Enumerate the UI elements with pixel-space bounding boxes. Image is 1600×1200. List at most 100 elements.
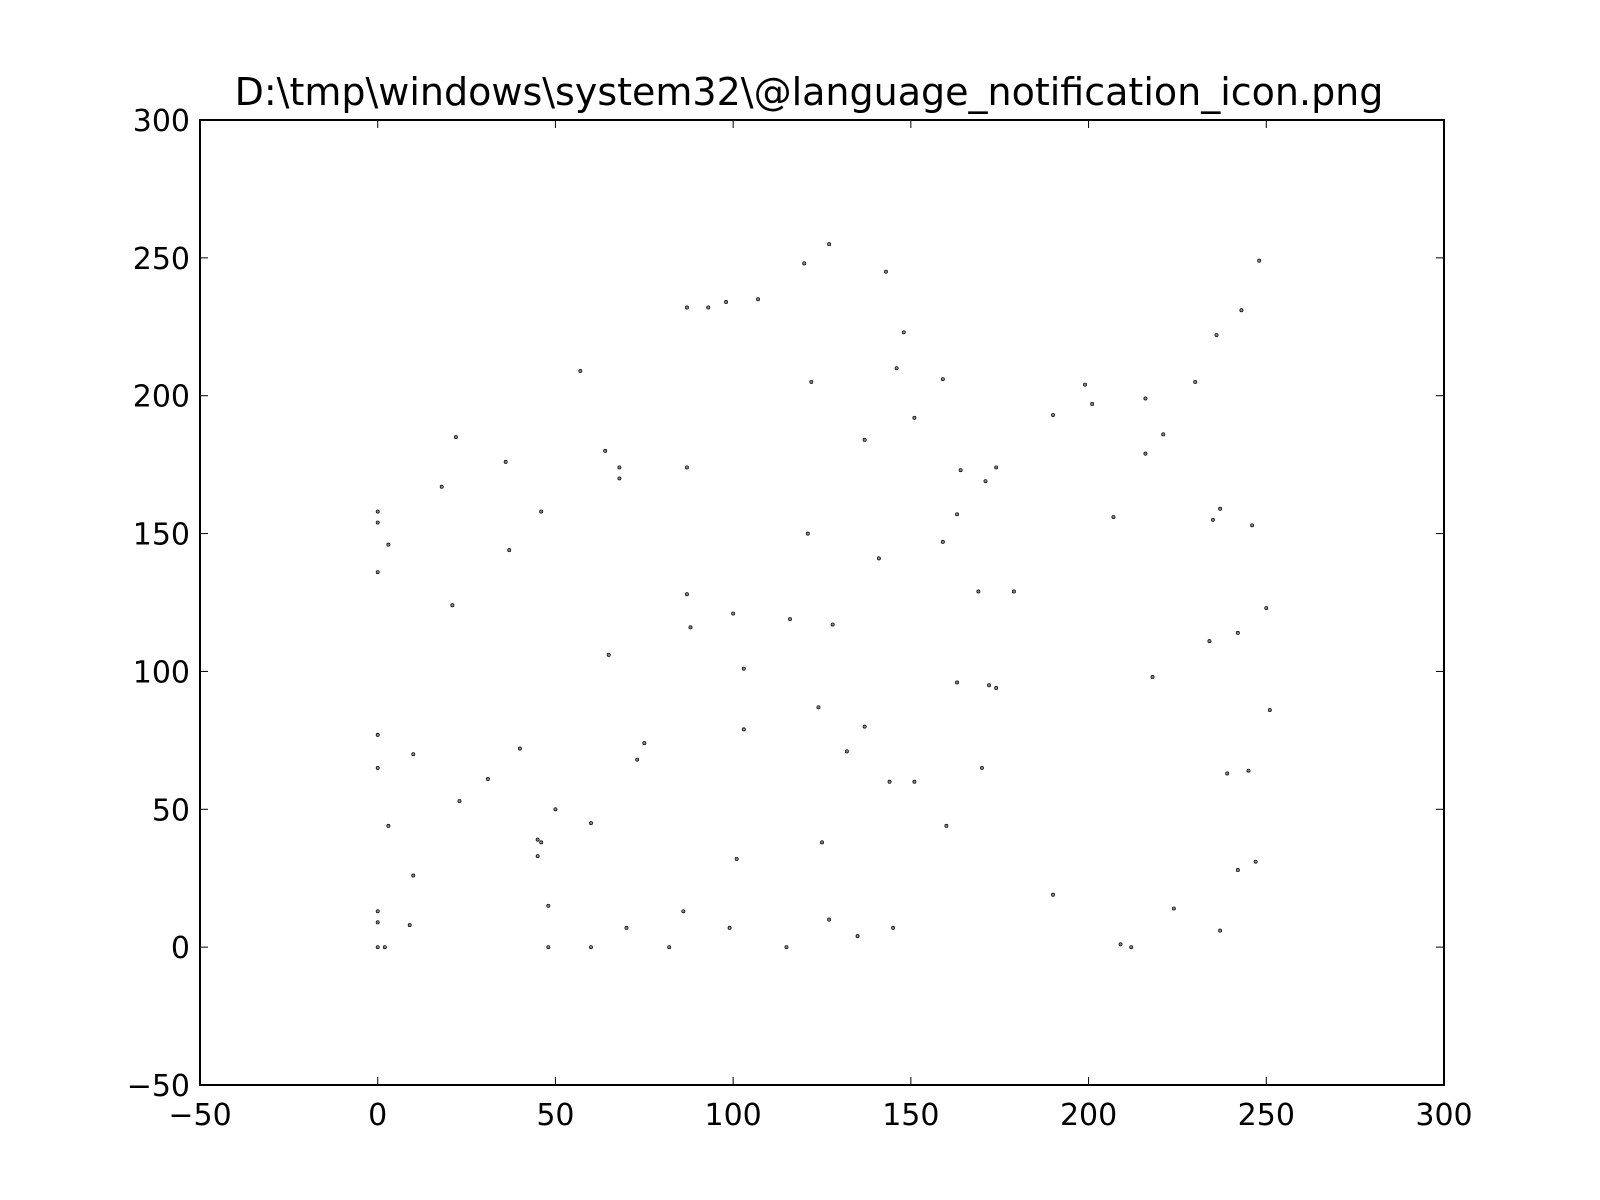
data-point (1218, 506, 1223, 511)
data-point (617, 465, 622, 470)
data-point (503, 459, 508, 464)
data-point (1235, 867, 1240, 872)
data-point (375, 945, 380, 950)
data-points (375, 242, 1272, 950)
data-point (1235, 630, 1240, 635)
data-point (944, 823, 949, 828)
data-point (955, 680, 960, 685)
data-point (741, 727, 746, 732)
data-point (375, 909, 380, 914)
data-point (940, 377, 945, 382)
data-point (756, 297, 760, 302)
data-point (805, 531, 810, 536)
data-point (1051, 413, 1055, 417)
data-point (617, 476, 622, 481)
data-point (809, 379, 814, 384)
data-point (684, 305, 689, 310)
data-point (1129, 945, 1134, 950)
data-point (876, 556, 881, 561)
data-point (884, 269, 888, 274)
x-tick-label: 50 (536, 1098, 574, 1133)
data-point (1111, 515, 1116, 519)
data-point (727, 925, 732, 930)
data-point (1171, 906, 1176, 911)
data-point (724, 300, 728, 304)
data-point (894, 366, 899, 371)
data-point (1250, 523, 1255, 528)
y-tick-label: 50 (152, 793, 190, 828)
data-point (788, 617, 792, 621)
data-point (802, 261, 807, 266)
data-point (912, 779, 917, 784)
data-point (1011, 589, 1016, 594)
data-point (457, 799, 462, 803)
data-point (439, 484, 444, 489)
data-point (1264, 606, 1269, 610)
data-point (1150, 674, 1155, 679)
data-point (1143, 451, 1148, 456)
data-point (1161, 432, 1166, 437)
data-point (411, 752, 416, 757)
data-point (976, 589, 981, 594)
data-point (407, 923, 412, 928)
data-point (578, 368, 583, 373)
data-point (1225, 771, 1230, 776)
data-point (375, 765, 380, 770)
y-tick-label: 150 (133, 518, 190, 553)
x-tick-label: 200 (1060, 1098, 1117, 1133)
data-point (624, 925, 629, 930)
data-point (983, 479, 988, 484)
data-point (1257, 258, 1262, 263)
data-point (901, 330, 906, 335)
data-point (517, 746, 522, 751)
data-point (667, 945, 672, 950)
data-point (1211, 517, 1215, 522)
data-point (450, 603, 455, 608)
data-point (635, 757, 640, 762)
data-point (940, 539, 945, 544)
data-point (1246, 768, 1251, 773)
data-point (912, 415, 917, 420)
axis-tick-labels: −50 0 50 100 150 200 250 300 −50 0 50 100 150 200 250 3… (127, 104, 1473, 1133)
data-point (546, 903, 551, 908)
data-point (1214, 333, 1219, 338)
data-point (453, 435, 458, 440)
data-point (994, 465, 999, 470)
data-point (987, 683, 992, 688)
data-point (994, 686, 999, 690)
data-point (535, 837, 540, 842)
data-point (411, 873, 416, 878)
data-point (375, 570, 380, 575)
data-point (1118, 942, 1123, 947)
data-point (507, 548, 512, 553)
data-point (1143, 396, 1148, 401)
data-point (862, 724, 867, 729)
data-point (1239, 308, 1244, 313)
data-point (688, 625, 693, 630)
data-point (681, 909, 686, 914)
x-tick-label: 150 (882, 1098, 939, 1133)
data-point (955, 512, 960, 517)
data-point (684, 592, 689, 597)
x-tick-label: 300 (1415, 1098, 1472, 1133)
data-point (589, 945, 593, 950)
plot-frame (199, 119, 1445, 1086)
data-point (382, 945, 387, 950)
data-point (375, 920, 380, 925)
data-point (855, 934, 860, 939)
data-point (891, 925, 896, 930)
data-point (1090, 402, 1095, 406)
data-point (606, 652, 611, 657)
data-point (844, 749, 849, 754)
x-tick-label: 0 (368, 1098, 387, 1133)
x-tick-label: 250 (1238, 1098, 1295, 1133)
data-point (603, 448, 608, 453)
data-point (589, 821, 593, 826)
data-point (816, 705, 821, 710)
data-point (979, 765, 984, 770)
data-point (1267, 708, 1272, 712)
data-point (734, 856, 739, 861)
data-point (1051, 892, 1055, 897)
y-tick-label: 0 (171, 931, 190, 966)
